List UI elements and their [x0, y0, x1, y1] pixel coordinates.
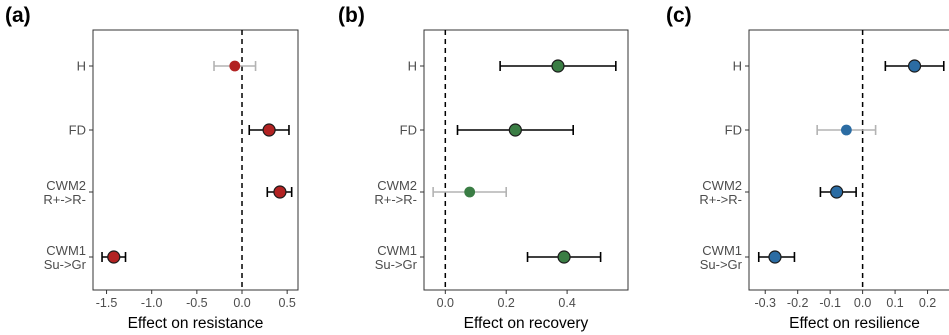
category-label-line: CWM1 [46, 243, 86, 258]
x-tick-label: -1.0 [141, 296, 163, 310]
estimate-point [229, 60, 241, 72]
category-label-line: FD [725, 123, 742, 138]
category-label: FD [725, 123, 742, 138]
plot-frame [92, 29, 299, 291]
category-label: CWM2 R+->R- [374, 178, 417, 207]
category-label-line: CWM1 [377, 243, 417, 258]
estimate-point [830, 185, 844, 199]
x-tick-label: -0.1 [819, 296, 841, 310]
category-label: H [733, 59, 742, 74]
panel-a: (a) -1.5 -1.0 -0.5 0.0 0.5 Effect on resistanc… [5, 4, 299, 332]
estimate-point [907, 59, 922, 73]
category-label-line: R+->R- [374, 192, 417, 207]
x-tick-label: 0.4 [558, 296, 575, 310]
category-label-line: H [408, 59, 417, 74]
category-label: CWM1 Su->Gr [700, 243, 743, 272]
panel-c: (c) -0.3 -0.2 -0.1 0.0 0.1 0.2 Effect on resili… [666, 4, 949, 332]
category-label-line: Su->Gr [700, 257, 743, 272]
category-label: CWM1 Su->Gr [375, 243, 418, 272]
x-tick-label: -0.3 [754, 296, 776, 310]
category-label-line: CWM2 [377, 178, 417, 193]
x-tick-label: 0.0 [233, 296, 250, 310]
panel-b: (b) 0.0 0.2 0.4 Effect on recovery H FD CWM2 R+-… [338, 4, 629, 332]
panel-label: (a) [5, 4, 31, 27]
category-label-line: CWM2 [702, 178, 742, 193]
category-label-line: R+->R- [699, 192, 742, 207]
x-tick-label: 0.5 [278, 296, 295, 310]
x-tick-label: 0.2 [498, 296, 515, 310]
x-tick-label: -1.5 [96, 296, 118, 310]
x-tick-label: -0.5 [186, 296, 208, 310]
estimate-point [551, 59, 565, 73]
estimate-point [768, 250, 782, 264]
x-axis-label: Effect on resilience [789, 315, 920, 332]
plot-frame [423, 29, 629, 291]
category-label: FD [69, 123, 86, 138]
x-tick-label: 0.2 [919, 296, 936, 310]
panel-label: (c) [666, 4, 692, 27]
estimate-point [262, 123, 276, 137]
category-label: FD [400, 123, 417, 138]
category-label: H [77, 59, 86, 74]
x-tick-label: 0.0 [854, 296, 871, 310]
category-label-line: H [77, 59, 86, 74]
estimate-point [107, 250, 121, 264]
x-axis-label: Effect on resistance [128, 315, 264, 332]
category-label-line: Su->Gr [44, 257, 87, 272]
category-label-line: Su->Gr [375, 257, 418, 272]
category-label: CWM2 R+->R- [43, 178, 86, 207]
x-tick-label: 0.0 [437, 296, 454, 310]
category-label-line: CWM1 [702, 243, 742, 258]
category-label-line: FD [69, 123, 86, 138]
estimate-point [840, 124, 852, 136]
category-label: H [408, 59, 417, 74]
estimate-point [273, 185, 287, 199]
plot-frame [748, 29, 949, 291]
category-label-line: R+->R- [43, 192, 86, 207]
category-label: CWM1 Su->Gr [44, 243, 87, 272]
estimate-point [508, 123, 522, 137]
estimate-point [464, 186, 476, 198]
x-tick-label: -0.2 [787, 296, 809, 310]
category-label-line: H [733, 59, 742, 74]
estimate-point [557, 250, 571, 264]
category-label-line: CWM2 [46, 178, 86, 193]
category-label-line: FD [400, 123, 417, 138]
x-axis-label: Effect on recovery [464, 315, 589, 332]
panel-label: (b) [338, 4, 365, 27]
x-tick-label: 0.1 [886, 296, 903, 310]
category-label: CWM2 R+->R- [699, 178, 742, 207]
